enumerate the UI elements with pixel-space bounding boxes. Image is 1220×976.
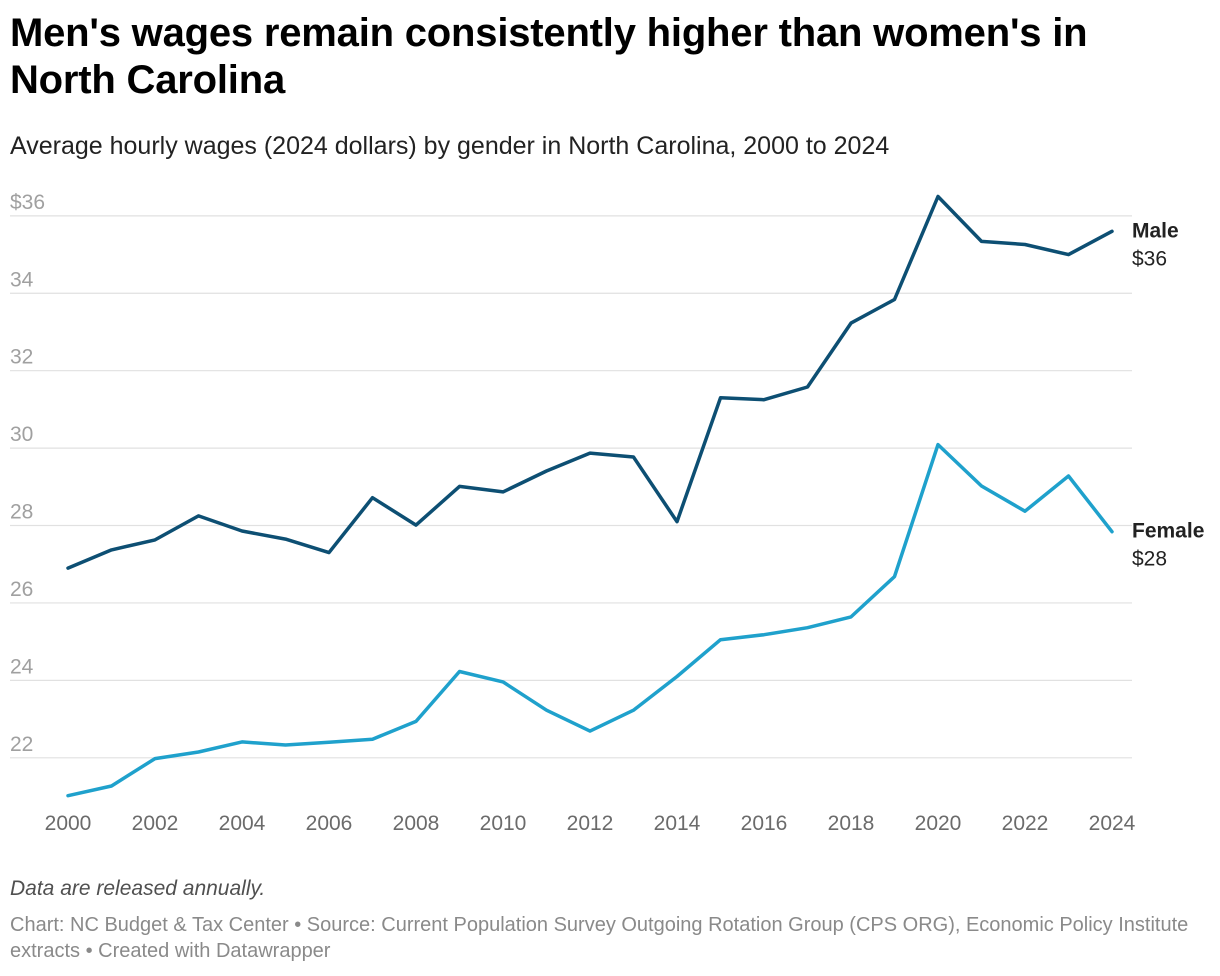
series-line-female <box>66 442 1114 798</box>
x-tick-label: 2006 <box>306 812 353 835</box>
x-axis: 2000 2002 2004 2006 2008 2010 2012 2014 2016 2018… <box>45 812 1136 835</box>
x-tick-label: 2022 <box>1002 812 1049 835</box>
chart-title: Men's wages remain consistently higher t… <box>10 11 1088 102</box>
data-note: Data are released annually. <box>10 877 266 900</box>
y-tick-label: 30 <box>10 423 33 446</box>
x-tick-label: 2016 <box>741 812 788 835</box>
y-tick-label: 28 <box>10 501 33 524</box>
chart-subtitle: Average hourly wages (2024 dollars) by g… <box>10 132 890 160</box>
y-axis: $36 34 32 30 28 26 24 22 <box>10 191 45 756</box>
x-tick-label: 2024 <box>1089 812 1136 835</box>
x-tick-label: 2008 <box>393 812 440 835</box>
x-tick-label: 2012 <box>567 812 614 835</box>
y-tick-label: 32 <box>10 346 33 369</box>
x-tick-label: 2002 <box>132 812 179 835</box>
series-label-male: Male <box>1132 219 1179 242</box>
gridlines <box>10 215 1132 759</box>
series-line-male <box>66 194 1114 570</box>
y-tick-label: $36 <box>10 191 45 214</box>
series-labels: Male $36 Female $28 <box>1132 219 1204 570</box>
x-tick-label: 2020 <box>915 812 962 835</box>
x-tick-label: 2010 <box>480 812 527 835</box>
series-lines <box>66 194 1114 798</box>
y-tick-label: 22 <box>10 733 33 756</box>
series-end-value-male: $36 <box>1132 247 1167 270</box>
series-end-value-female: $28 <box>1132 548 1167 571</box>
source-credit: Chart: NC Budget & Tax Center • Source: … <box>10 914 1189 962</box>
y-tick-label: 26 <box>10 578 33 601</box>
series-label-female: Female <box>1132 520 1204 543</box>
y-tick-label: 34 <box>10 268 34 291</box>
x-tick-label: 2014 <box>654 812 701 835</box>
x-tick-label: 2018 <box>828 812 875 835</box>
y-tick-label: 24 <box>10 655 34 678</box>
x-tick-label: 2000 <box>45 812 92 835</box>
x-tick-label: 2004 <box>219 812 266 835</box>
